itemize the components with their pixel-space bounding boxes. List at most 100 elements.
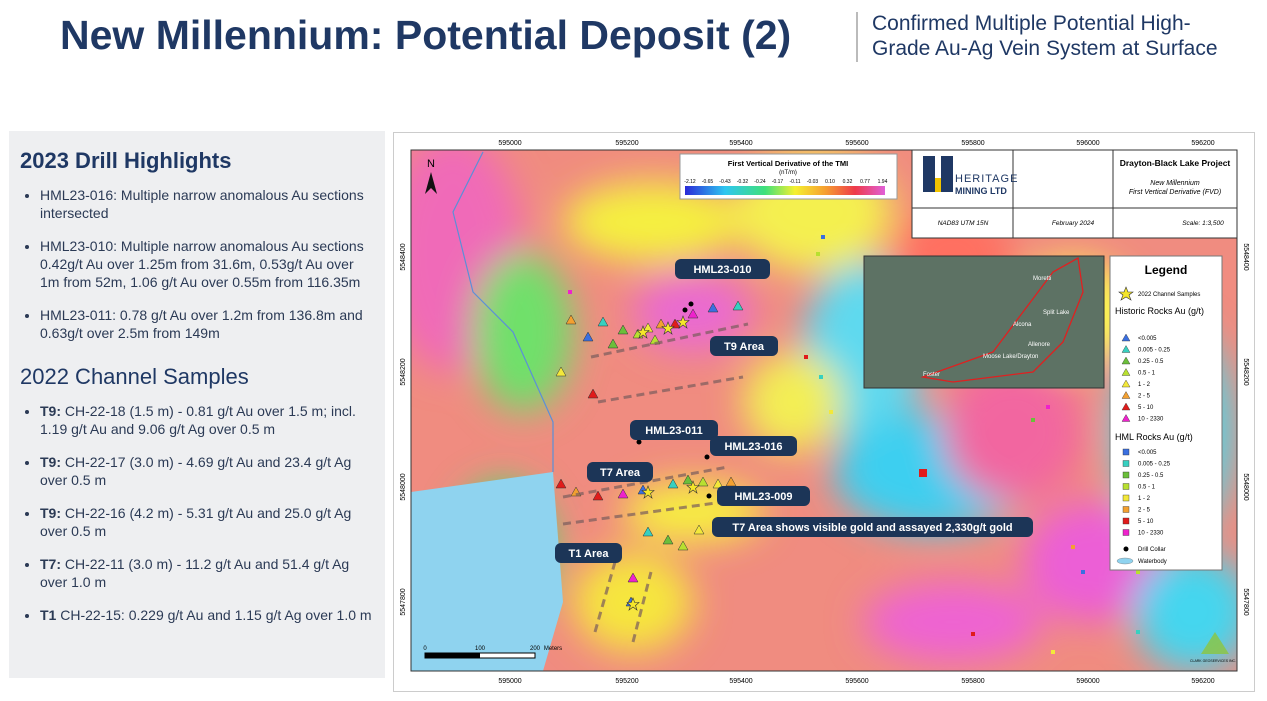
callout-box xyxy=(710,336,778,356)
easting-label: 596000 xyxy=(1076,140,1099,147)
legend-square xyxy=(1122,529,1130,536)
legend-label: <0.005 xyxy=(1138,450,1157,456)
easting-label: 595400 xyxy=(729,140,752,147)
northing-label: 5547800 xyxy=(400,588,407,615)
callout-box xyxy=(710,436,797,456)
inset-label: Moose Lake/Drayton xyxy=(983,354,1038,360)
hml-sample xyxy=(1081,570,1085,574)
legend-square xyxy=(1122,483,1130,490)
rock-sample xyxy=(642,526,654,537)
channel-sample xyxy=(676,315,690,329)
callout-box xyxy=(587,462,653,482)
colorbar-tick: -0.65 xyxy=(702,179,714,185)
hml-sample xyxy=(1046,405,1050,409)
rock-sample xyxy=(655,318,667,329)
rock-sample xyxy=(732,300,744,311)
legend-label: 0.5 - 1 xyxy=(1138,485,1156,491)
easting-label: 595200 xyxy=(615,678,638,685)
legend-label: 0.25 - 0.5 xyxy=(1138,359,1164,365)
northing-label: 5548200 xyxy=(1242,358,1249,385)
channel-sample xyxy=(626,597,640,611)
company-name: MINING LTD xyxy=(955,186,1007,196)
hml-sample xyxy=(1071,545,1075,549)
colorbar-tick: 0.32 xyxy=(843,179,853,185)
inset-label: Moretti xyxy=(1033,276,1051,282)
logo-mark xyxy=(941,156,953,192)
callout-label: HML23-011 xyxy=(645,425,702,437)
subtitle-line: Grade Au-Ag Vein System at Surface xyxy=(872,37,1218,60)
legend-label: Waterbody xyxy=(1138,559,1167,565)
rock-sample xyxy=(642,322,654,333)
channel-area: T9: xyxy=(40,505,61,521)
channel-sample xyxy=(636,325,650,339)
legend-heading-line: HML Rocks Au (g/t) xyxy=(1115,432,1193,442)
hml-sample xyxy=(971,632,975,636)
legend-square xyxy=(1122,506,1130,513)
map-date: February 2024 xyxy=(1052,220,1095,227)
channel-text: CH-22-17 (3.0 m) - 4.69 g/t Au and 23.4 … xyxy=(40,454,352,488)
hml-sample xyxy=(1031,418,1035,422)
rock-sample xyxy=(627,572,639,583)
easting-label: 596200 xyxy=(1191,678,1214,685)
channel-item: T9: CH-22-16 (4.2 m) - 5.31 g/t Au and 2… xyxy=(40,504,375,540)
colorbar-tick: -0.43 xyxy=(719,179,731,185)
divider xyxy=(856,12,858,62)
hml-sample xyxy=(919,469,927,477)
legend-square xyxy=(1122,494,1130,502)
slide-subtitle: Confirmed Multiple Potential High- Grade … xyxy=(872,11,1218,61)
callout-label: T9 Area xyxy=(724,341,765,353)
hml-sample xyxy=(568,290,572,294)
callout-box xyxy=(712,517,1033,537)
callout-label: T7 Area xyxy=(600,467,641,479)
easting-label: 595000 xyxy=(498,678,521,685)
easting-label: 595400 xyxy=(729,678,752,685)
rock-sample xyxy=(607,338,619,349)
legend-label: <0.005 xyxy=(1138,336,1157,342)
legend-label: 10 - 2330 xyxy=(1138,531,1164,537)
legend-triangle xyxy=(1121,368,1131,376)
hml-sample xyxy=(804,355,808,359)
map-subtitle: New Millennium xyxy=(1150,180,1200,187)
legend-label: 1 - 2 xyxy=(1138,496,1151,502)
rock-sample xyxy=(617,324,629,335)
trend-line xyxy=(590,322,749,359)
drill-item: HML23-011: 0.78 g/t Au over 1.2m from 13… xyxy=(40,306,375,342)
colorbar-tick: -0.24 xyxy=(754,179,766,185)
northing-label: 5548400 xyxy=(1242,243,1249,270)
rock-sample xyxy=(617,488,629,499)
legend-water xyxy=(1116,557,1134,565)
hml-sample xyxy=(1136,570,1140,574)
inset-label: Foster xyxy=(923,372,940,378)
legend-triangle xyxy=(1121,414,1131,422)
trend-line xyxy=(562,500,724,526)
legend-triangle xyxy=(1121,379,1131,388)
legend-triangle xyxy=(1121,402,1131,411)
map: 595000 595000 595200 595200 595400 595400 5956… xyxy=(393,132,1255,692)
colorbar-tick: -0.17 xyxy=(772,179,784,185)
title-block xyxy=(911,149,1238,239)
channel-area: T7: xyxy=(40,556,61,572)
scale-bar xyxy=(425,653,480,658)
colorbar-tick: 1.94 xyxy=(878,179,888,185)
scale-bar-label: 100 xyxy=(475,646,486,652)
rock-sample xyxy=(582,331,594,342)
rock-sample xyxy=(669,318,681,329)
map-scale: Scale: 1:3,500 xyxy=(1182,220,1224,227)
rock-sample xyxy=(592,490,604,501)
drill-heading: 2023 Drill Highlights xyxy=(20,148,232,173)
channel-item: T7: CH-22-11 (3.0 m) - 11.2 g/t Au and 5… xyxy=(40,555,375,591)
channel-text: CH-22-11 (3.0 m) - 11.2 g/t Au and 51.4 … xyxy=(40,556,350,590)
rock-sample xyxy=(697,476,709,487)
hml-sample xyxy=(821,235,825,239)
rock-sample xyxy=(707,302,719,313)
rock-sample xyxy=(677,540,689,551)
colorbar-tick: 0.77 xyxy=(860,179,870,185)
rock-sample xyxy=(565,314,577,325)
colorbar-title: First Vertical Derivative of the TMI xyxy=(728,159,848,168)
channel-area: T1 xyxy=(40,607,57,623)
callout-label: HML23-016 xyxy=(724,441,782,453)
channel-heading: 2022 Channel Samples xyxy=(20,364,249,389)
callout-label: HML23-010 xyxy=(693,264,751,276)
legend-title: Legend xyxy=(1145,263,1188,277)
easting-label: 595600 xyxy=(845,140,868,147)
